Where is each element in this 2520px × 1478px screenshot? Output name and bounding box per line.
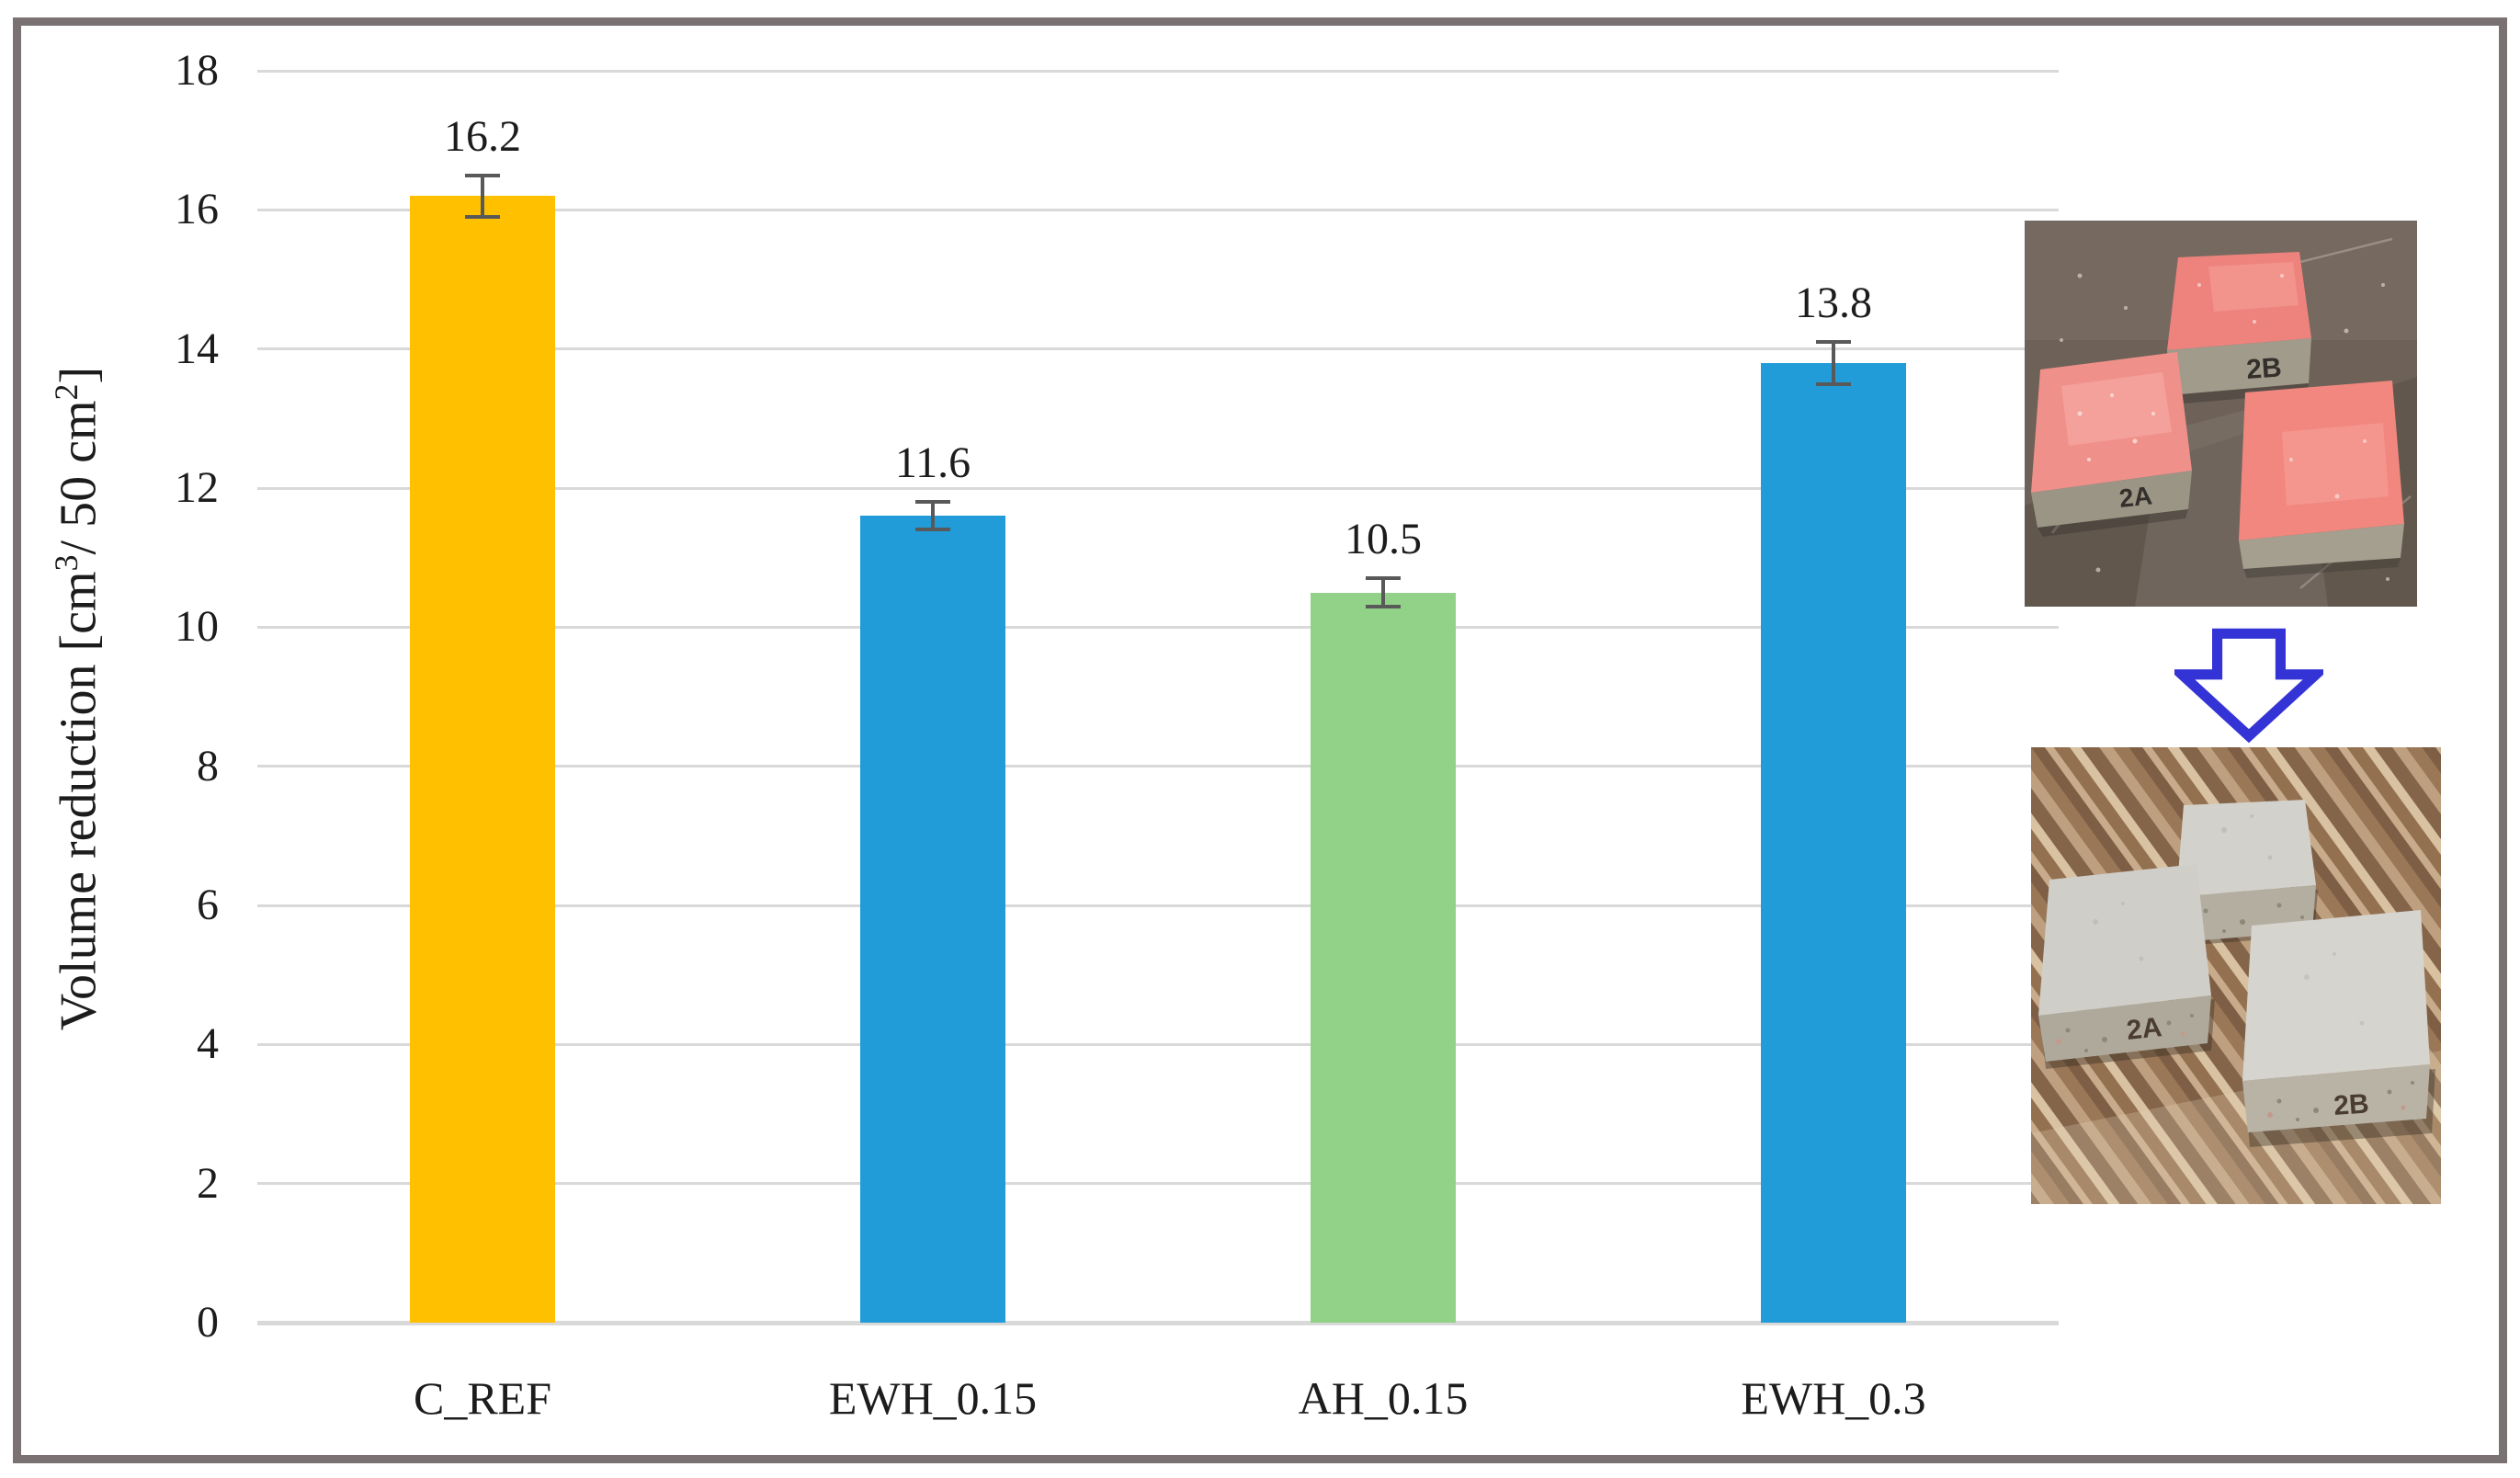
bar-EWH_0.3 [1761,362,1906,1323]
photo-before-coated-specimens: 2B 2A [2025,221,2417,607]
bar-value-label-EWH_0.3: 13.8 [1795,279,1872,328]
y-tick-label-10: 10 [175,602,219,652]
bar-value-label-C_REF: 16.2 [444,111,521,161]
gridline-4 [257,1042,2059,1046]
y-tick-label-12: 12 [175,463,219,512]
gridline-10 [257,625,2059,629]
before-block-right [2239,381,2404,578]
handwritten-label-2b: 2B [2333,1088,2370,1121]
error-bar-cap-bottom-C_REF [465,214,500,219]
error-bar-line-AH_0.15 [1381,578,1385,607]
y-axis-title-sup-3: 3 [48,554,85,572]
x-tick-label-EWH_0.15: EWH_0.15 [828,1372,1038,1424]
error-bar-cap-top-EWH_0.3 [1816,340,1851,345]
y-axis-title: Volume reduction [cm3/ 50 cm2] [31,55,108,1342]
before-block-middle: 2B [2167,252,2311,404]
after-block-left: 2A [2038,864,2215,1069]
photo-after-abraded-specimens: 2A 2B [2031,747,2441,1204]
after-block-right: 2B [2242,910,2435,1147]
y-tick-label-6: 6 [197,881,219,929]
error-bar-line-EWH_0.15 [931,502,935,530]
bar-C_REF [410,196,555,1323]
gridline-6 [257,904,2059,907]
y-tick-label-14: 14 [175,324,219,373]
down-arrow-icon [2174,628,2323,744]
handwritten-label-2a: 2A [2125,1012,2163,1046]
bar-value-label-EWH_0.15: 11.6 [894,438,971,488]
error-bar-cap-top-EWH_0.15 [915,500,950,505]
bar-EWH_0.15 [860,516,1005,1323]
y-tick-label-18: 18 [175,46,219,95]
bar-value-label-AH_0.15: 10.5 [1345,515,1422,564]
bar-AH_0.15 [1311,592,1456,1323]
y-tick-label-2: 2 [197,1158,219,1208]
error-bar-cap-top-AH_0.15 [1366,576,1401,581]
y-axis-title-sup-2: 2 [48,383,85,401]
gridline-0 [257,1320,2059,1325]
x-tick-label-EWH_0.3: EWH_0.3 [1741,1372,1926,1424]
gridline-2 [257,1182,2059,1186]
gridline-14 [257,347,2059,351]
gridline-12 [257,486,2059,490]
error-bar-cap-bottom-EWH_0.15 [915,528,950,532]
error-bar-cap-bottom-EWH_0.3 [1816,381,1851,386]
handwritten-label-2b: 2B [2245,352,2283,385]
y-tick-label-0: 0 [197,1298,219,1347]
y-tick-label-8: 8 [197,741,219,790]
x-tick-label-AH_0.15: AH_0.15 [1298,1372,1469,1424]
y-tick-label-16: 16 [175,185,219,234]
gridline-18 [257,69,2059,73]
error-bar-line-EWH_0.3 [1832,342,1835,384]
x-tick-label-C_REF: C_REF [413,1372,552,1424]
before-block-left: 2A [2031,352,2192,537]
error-bar-cap-bottom-AH_0.15 [1366,604,1401,608]
gridline-8 [257,765,2059,768]
error-bar-cap-top-C_REF [465,173,500,177]
y-tick-label-4: 4 [197,1019,219,1069]
error-bar-line-C_REF [481,175,484,217]
gridline-16 [257,208,2059,211]
handwritten-label-2a: 2A [2117,481,2153,513]
